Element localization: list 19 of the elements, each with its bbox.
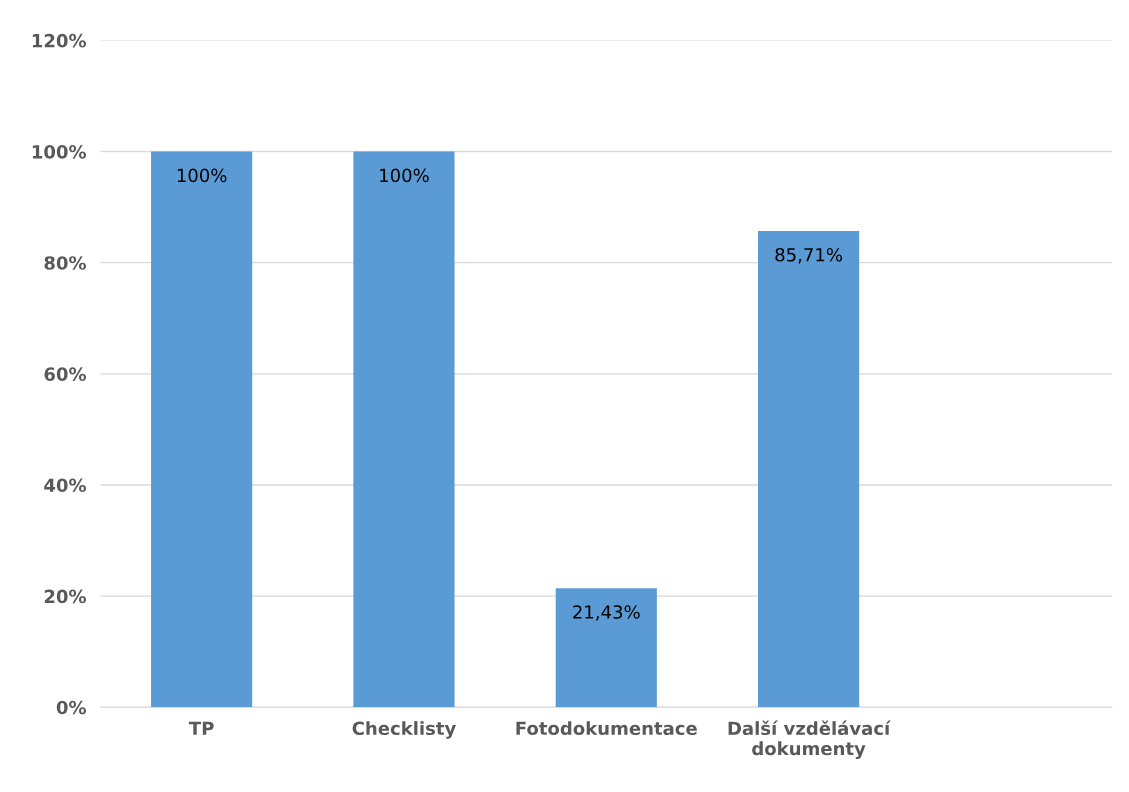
- y-tick-label: 100%: [32, 145, 87, 159]
- data-label: 21,43%: [573, 605, 640, 621]
- x-tick-label: Checklisty: [352, 721, 456, 739]
- bar: [758, 230, 860, 708]
- x-tick-label: Fotodokumentace: [516, 721, 697, 736]
- x-tick-label: Další vzdělávací dokumenty: [728, 720, 891, 759]
- y-tick-label: 120%: [32, 33, 87, 48]
- y-tick-label: 80%: [44, 256, 87, 270]
- bar: [555, 588, 657, 708]
- y-tick-label: 20%: [44, 589, 87, 604]
- data-label: 100%: [177, 168, 227, 183]
- y-tick-label: 60%: [44, 367, 87, 381]
- y-tick-label: 0%: [56, 700, 87, 715]
- bar: [151, 151, 253, 708]
- y-tick-label: 40%: [44, 478, 87, 493]
- data-label: 85,71%: [775, 247, 843, 264]
- bar: [353, 151, 455, 708]
- x-tick-label: TP: [188, 721, 214, 735]
- data-label: 100%: [380, 168, 429, 183]
